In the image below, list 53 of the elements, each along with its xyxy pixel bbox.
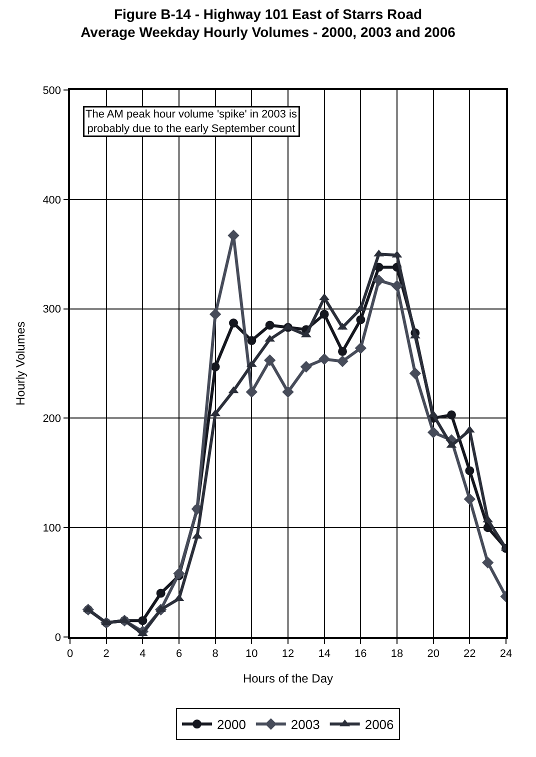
point bbox=[210, 362, 220, 372]
point bbox=[246, 386, 258, 398]
x-tick-label: 8 bbox=[212, 648, 218, 660]
y-tick-label: 300 bbox=[42, 304, 62, 316]
point bbox=[138, 616, 148, 626]
point bbox=[464, 493, 476, 506]
x-tick-label: 22 bbox=[464, 648, 476, 660]
legend-label: 2000 bbox=[217, 717, 246, 732]
point bbox=[229, 318, 238, 328]
point bbox=[427, 426, 440, 438]
point bbox=[447, 410, 456, 420]
y-tick-label: 0 bbox=[54, 632, 62, 644]
y-tick-label: 400 bbox=[42, 194, 62, 206]
x-tick-label: 10 bbox=[246, 648, 258, 660]
point bbox=[356, 315, 366, 324]
point bbox=[247, 336, 256, 346]
point bbox=[156, 588, 166, 598]
y-tick-label: 100 bbox=[42, 522, 62, 534]
point bbox=[465, 466, 474, 476]
chart-title: Figure B-14 - Highway 101 East of Starrs Road bbox=[114, 6, 422, 22]
point bbox=[282, 386, 294, 398]
point bbox=[482, 556, 494, 568]
x-tick-label: 2 bbox=[103, 648, 110, 660]
chart-subtitle: Average Weekday Hourly Volumes - 2000, 2003 and 2006 bbox=[80, 24, 456, 40]
point bbox=[336, 355, 348, 368]
x-tick-label: 4 bbox=[140, 648, 146, 660]
y-tick-label: 500 bbox=[42, 84, 62, 97]
point bbox=[320, 310, 329, 319]
x-tick-label: 14 bbox=[318, 648, 330, 660]
x-tick-label: 6 bbox=[176, 648, 182, 660]
annotation: The AM peak hour volume 'spike' in 2003 is probably due to the early September count bbox=[86, 108, 298, 135]
point bbox=[391, 280, 403, 292]
point bbox=[300, 360, 312, 373]
x-tick-label: 20 bbox=[427, 648, 440, 660]
point bbox=[264, 354, 276, 366]
point bbox=[265, 320, 274, 330]
point bbox=[318, 353, 330, 365]
legend-label: 2003 bbox=[290, 717, 320, 732]
y-tick-label: 200 bbox=[42, 413, 62, 426]
x-tick-label: 0 bbox=[66, 648, 74, 660]
point bbox=[354, 342, 367, 354]
x-axis-title: Hours of the Day bbox=[242, 671, 334, 686]
point bbox=[338, 346, 347, 356]
point bbox=[409, 368, 422, 380]
point bbox=[173, 568, 185, 580]
point bbox=[209, 308, 222, 320]
legend-label: 2006 bbox=[364, 717, 394, 732]
x-tick-label: 16 bbox=[354, 648, 367, 660]
point bbox=[372, 274, 385, 286]
x-tick-label: 18 bbox=[390, 648, 404, 660]
y-axis-title: Hourly Volumes bbox=[13, 321, 28, 406]
x-tick-label: 24 bbox=[500, 648, 512, 660]
x-tick-label: 12 bbox=[282, 648, 294, 660]
